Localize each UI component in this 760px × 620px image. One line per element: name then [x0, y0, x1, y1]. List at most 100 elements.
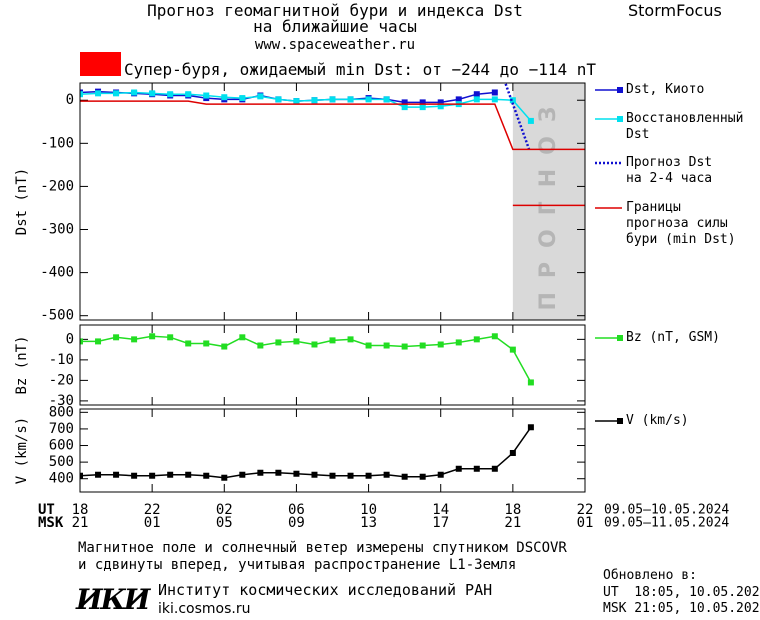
point [185, 91, 192, 98]
point [203, 472, 210, 479]
point [293, 98, 300, 105]
point [311, 471, 318, 478]
point [95, 90, 102, 97]
legend-marker [617, 418, 623, 424]
point [491, 333, 498, 340]
point [365, 96, 372, 103]
forecast-zone [512, 83, 585, 320]
point [329, 337, 336, 344]
x-tick-label: 21 [504, 515, 521, 531]
institute-url: iki.cosmos.ru [158, 601, 251, 617]
point [95, 338, 102, 345]
point [185, 340, 192, 347]
point [80, 91, 83, 98]
updated: UT 18:05, 10.05.2024 [603, 585, 760, 600]
x-tick-label: 21 [72, 515, 89, 531]
y-tick-label: -100 [40, 135, 74, 151]
series-group [80, 333, 534, 386]
point [257, 93, 264, 100]
point [221, 343, 228, 350]
note: Магнитное поле и солнечный ветер измерен… [78, 540, 567, 556]
point [383, 96, 390, 103]
point [167, 91, 174, 98]
legend-marker [617, 87, 623, 93]
point [491, 465, 498, 472]
point [293, 338, 300, 345]
point [113, 334, 120, 341]
point [437, 341, 444, 348]
legend-label: Прогноз Dst на 2-4 часа [626, 155, 713, 186]
point [365, 472, 372, 479]
y-tick-label: 800 [49, 404, 74, 420]
point [455, 339, 462, 346]
point [275, 96, 282, 103]
point [239, 95, 246, 102]
alert: Супер-буря, ожидаемый min Dst: от −244 д… [124, 60, 597, 79]
forecast-label: ПРОГНОЗ [536, 92, 561, 310]
point [401, 473, 408, 480]
point [167, 471, 174, 478]
y-tick-label: -20 [49, 372, 74, 388]
point [167, 334, 174, 341]
plot-frame [79, 324, 586, 406]
point [509, 346, 516, 353]
y-tick-label: -30 [49, 393, 74, 409]
point [491, 89, 498, 96]
point [419, 473, 426, 480]
x-tick-label: 01 [144, 515, 161, 531]
point [437, 471, 444, 478]
point [401, 99, 408, 106]
y-tick-label: -300 [40, 222, 74, 238]
point [131, 89, 138, 96]
point [419, 99, 426, 106]
title: на ближайшие часы [253, 17, 417, 36]
point [185, 471, 192, 478]
plot-frame [79, 82, 586, 321]
point [437, 103, 444, 110]
point [509, 449, 516, 456]
point [419, 104, 426, 111]
point [149, 90, 156, 97]
point [221, 94, 228, 101]
point [149, 333, 156, 340]
x-row-dates: 09.05–10.05.2024 [604, 503, 729, 518]
x-tick-label: 18 [72, 502, 89, 518]
x-tick-label: 14 [432, 502, 449, 518]
y-tick-label: -400 [40, 265, 74, 281]
legend-label: Восстановленный Dst [626, 111, 744, 142]
point [113, 471, 120, 478]
point [509, 97, 516, 104]
title: Прогноз геомагнитной бури и индекса Dst [147, 1, 523, 20]
point [275, 469, 282, 476]
x-tick-label: 18 [504, 502, 521, 518]
point [527, 424, 534, 431]
point [275, 339, 282, 346]
point [347, 472, 354, 479]
series-line [80, 100, 585, 151]
point [329, 96, 336, 103]
point [455, 96, 462, 103]
x-tick-label: 09 [288, 515, 305, 531]
updated: MSK 21:05, 10.05.2024 [603, 601, 760, 616]
point [401, 343, 408, 350]
y-tick-label: -500 [40, 308, 74, 324]
point [80, 472, 83, 479]
point [473, 96, 480, 103]
x-row-dates: 09.05–11.05.2024 [604, 516, 729, 531]
series-line [80, 335, 532, 383]
y-tick-label: 0 [66, 331, 74, 347]
brand: StormFocus [628, 1, 722, 20]
legend-label: Dst, Киото [626, 82, 705, 97]
point [311, 341, 318, 348]
x-row-name: MSK [38, 515, 64, 531]
y-axis-label: V (km/s) [14, 417, 30, 484]
y-tick-label: 700 [49, 421, 74, 437]
point [257, 342, 264, 349]
point [527, 117, 534, 124]
series-line [80, 426, 532, 479]
x-tick-label: 02 [216, 502, 233, 518]
y-tick-label: 400 [49, 471, 74, 487]
x-row-name: UT [38, 502, 55, 518]
legend-label: Границы прогноза силы бури (min Dst) [626, 200, 736, 247]
